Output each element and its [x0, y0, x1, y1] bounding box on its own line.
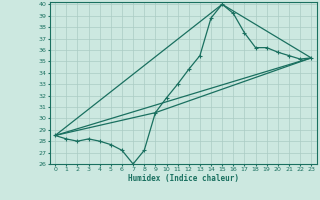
X-axis label: Humidex (Indice chaleur): Humidex (Indice chaleur)	[128, 174, 239, 183]
